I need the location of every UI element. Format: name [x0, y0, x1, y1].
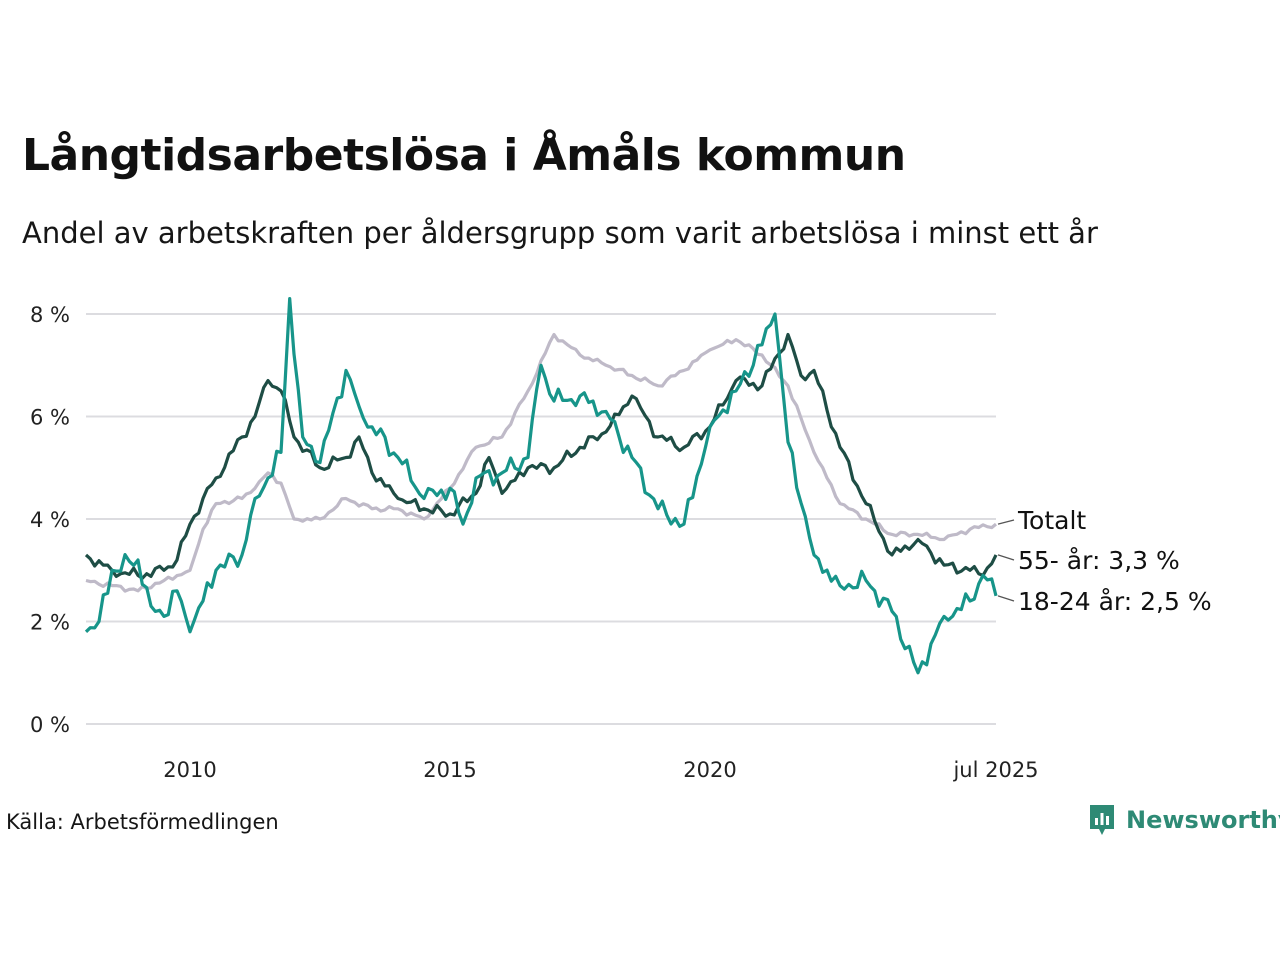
source-note: Källa: Arbetsförmedlingen: [6, 810, 279, 834]
series-line-age55: [84, 332, 998, 580]
x-tick-label: 2010: [163, 758, 216, 782]
y-tick-label: 0 %: [30, 713, 70, 737]
x-tick-label: 2020: [683, 758, 736, 782]
series-line-age1824: [84, 297, 998, 675]
brand-name: Newsworthy: [1126, 806, 1280, 834]
end-label-age1824: 18-24 år: 2,5 %: [1018, 587, 1212, 616]
end-label-total: Totalt: [1017, 506, 1086, 535]
end-label-age55: 55- år: 3,3 %: [1018, 546, 1180, 575]
newsworthy-logo-icon: [1090, 805, 1114, 835]
y-tick-label: 8 %: [30, 303, 70, 327]
y-tick-label: 6 %: [30, 406, 70, 430]
end-label-leader: [997, 595, 1015, 602]
chart-title: Långtidsarbetslösa i Åmåls kommun: [22, 130, 906, 181]
y-tick-label: 4 %: [30, 508, 70, 532]
end-label-leader: [997, 519, 1015, 525]
brand-logo: Newsworthy: [1088, 803, 1280, 837]
chart-subtitle: Andel av arbetskraften per åldersgrupp s…: [22, 216, 1098, 250]
y-tick-label: 2 %: [30, 611, 70, 635]
end-label-leader: [997, 554, 1015, 561]
x-tick-label: jul 2025: [952, 758, 1038, 782]
series-line-total: [85, 332, 998, 593]
x-tick-label: 2015: [423, 758, 476, 782]
